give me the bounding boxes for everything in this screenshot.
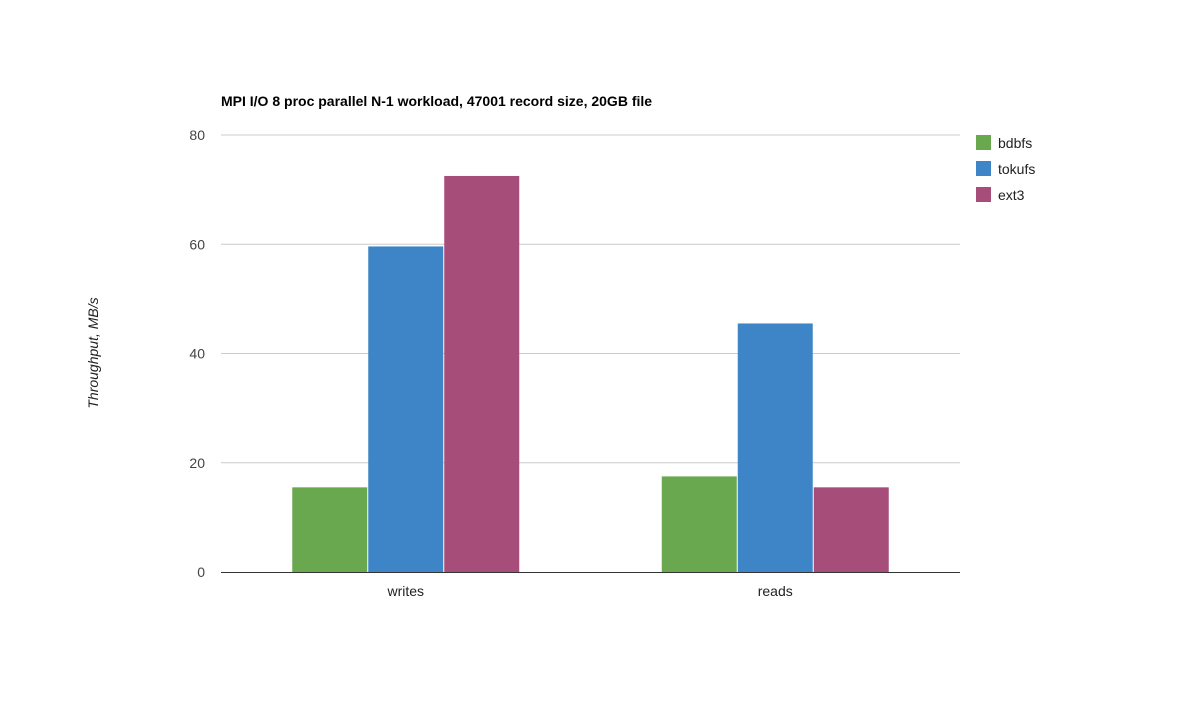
bar-ext3-writes [444,175,520,572]
bar-ext3-reads [813,487,889,572]
legend-label-bdbfs: bdbfs [998,135,1032,151]
y-tick-label: 0 [197,564,205,580]
legend-swatch-tokufs [976,161,991,176]
bar-tokufs-writes [368,246,444,572]
x-category-label: reads [758,583,793,599]
bar-tokufs-reads [737,323,813,572]
legend: bdbfs tokufs ext3 [976,135,1035,203]
y-tick-label: 40 [189,346,205,362]
y-tick-label: 20 [189,455,205,471]
legend-swatch-ext3 [976,187,991,202]
legend-label-ext3: ext3 [998,187,1025,203]
gridlines [221,134,960,464]
y-axis-ticks: 0 20 40 60 80 [189,127,205,580]
x-axis-categories: writes reads [386,583,792,599]
y-tick-label: 80 [189,127,205,143]
chart-title: MPI I/O 8 proc parallel N-1 workload, 47… [221,93,652,109]
x-category-label: writes [386,583,424,599]
bars [292,175,889,572]
legend-label-tokufs: tokufs [998,161,1035,177]
bar-bdbfs-writes [292,487,368,572]
bar-bdbfs-reads [661,476,737,572]
y-tick-label: 60 [189,236,205,252]
legend-swatch-bdbfs [976,135,991,150]
y-axis-label: Throughput, MB/s [85,297,101,408]
